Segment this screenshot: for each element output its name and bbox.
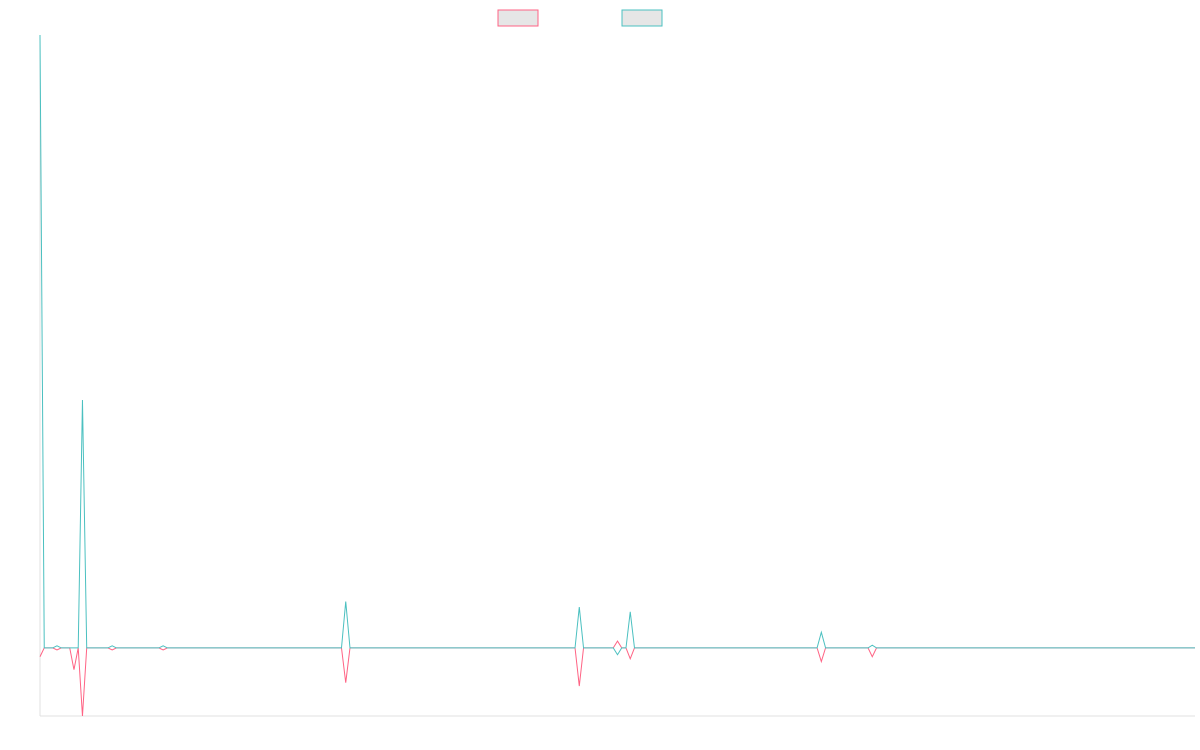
legend-swatch[interactable] xyxy=(497,9,539,27)
series-line xyxy=(39,34,1195,656)
series-line xyxy=(39,640,1195,717)
legend-swatch[interactable] xyxy=(621,9,663,27)
